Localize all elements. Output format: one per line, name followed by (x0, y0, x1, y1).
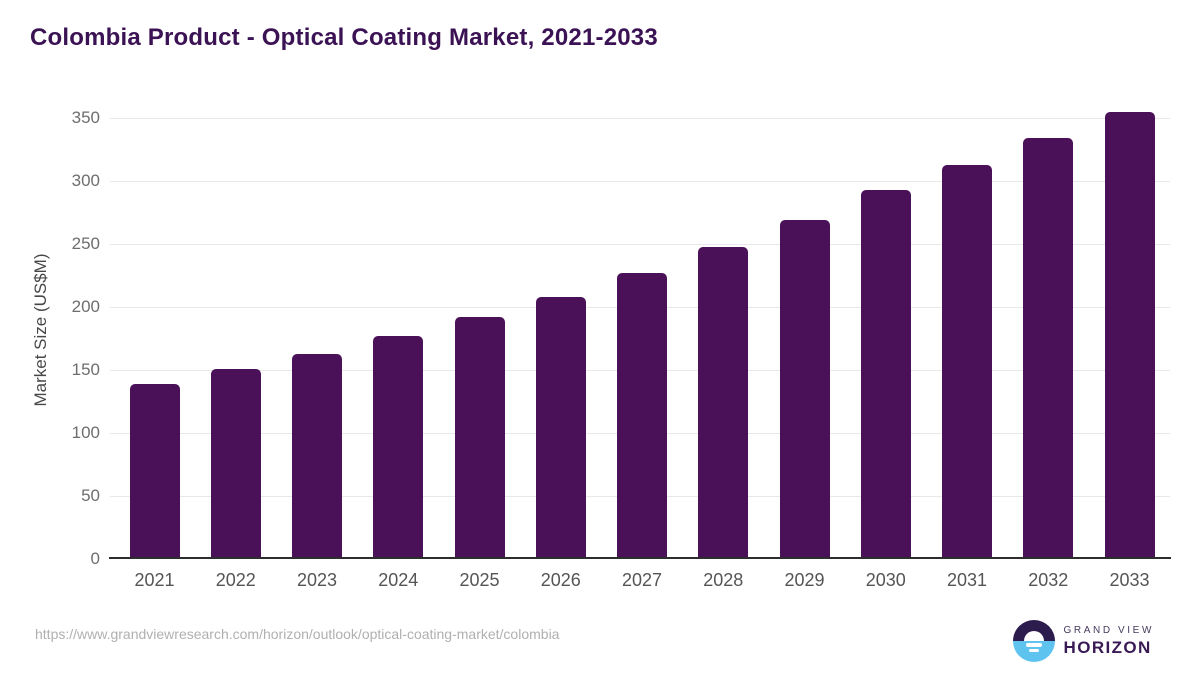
horizon-sunrise-icon (1012, 620, 1055, 662)
logo-product-name: HORIZON (1063, 637, 1152, 657)
source-url: https://www.grandviewresearch.com/horizo… (35, 626, 560, 642)
gridline-y-350 (110, 117, 1170, 119)
bar-2030[interactable] (860, 189, 911, 559)
gridline-y-250 (110, 243, 1170, 245)
x-tick-label-2029: 2029 (784, 570, 825, 590)
bar-2023[interactable] (292, 353, 342, 559)
x-tick-label-2028: 2028 (703, 570, 744, 590)
bar-2028[interactable] (698, 246, 749, 559)
bar-2021[interactable] (129, 383, 180, 559)
y-tick-label-150: 150 (71, 360, 100, 379)
x-tick-label-2031: 2031 (946, 570, 988, 590)
x-tick-label-2026: 2026 (540, 570, 581, 590)
y-tick-label-250: 250 (71, 234, 100, 253)
x-tick-label-2030: 2030 (865, 570, 906, 590)
x-tick-label-2032: 2032 (1028, 570, 1069, 590)
bar-2022[interactable] (210, 368, 261, 559)
y-tick-label-350: 350 (71, 108, 100, 127)
x-tick-label-2021: 2021 (134, 570, 175, 590)
y-tick-label-0: 0 (90, 549, 100, 568)
y-tick-label-50: 50 (81, 486, 100, 505)
bar-2031[interactable] (942, 164, 992, 559)
bar-2032[interactable] (1023, 138, 1074, 559)
bar-2024[interactable] (373, 335, 424, 559)
gridline-y-300 (110, 180, 1170, 182)
x-tick-label-2022: 2022 (215, 570, 256, 590)
x-tick-label-2025: 2025 (459, 570, 500, 590)
bar-2027[interactable] (617, 272, 667, 559)
y-axis-title: Market Size (US$M) (31, 253, 50, 407)
x-tick-label-2027: 2027 (621, 570, 663, 590)
logo-brand-name: GRAND VIEW (1063, 624, 1154, 636)
y-tick-label-100: 100 (71, 423, 100, 442)
y-tick-label-200: 200 (71, 297, 100, 316)
x-tick-label-2033: 2033 (1109, 570, 1150, 590)
bar-2025[interactable] (454, 317, 505, 559)
bar-2029[interactable] (779, 220, 830, 559)
x-axis-line (109, 557, 1171, 559)
chart-title: Colombia Product - Optical Coating Marke… (30, 24, 658, 51)
bar-2033[interactable] (1104, 111, 1155, 559)
bar-2026[interactable] (535, 296, 586, 559)
x-tick-label-2024: 2024 (378, 570, 419, 590)
x-tick-label-2023: 2023 (296, 570, 338, 590)
y-tick-label-300: 300 (71, 171, 100, 190)
grand-view-horizon-logo: GRAND VIEW HORIZON (1012, 620, 1154, 662)
